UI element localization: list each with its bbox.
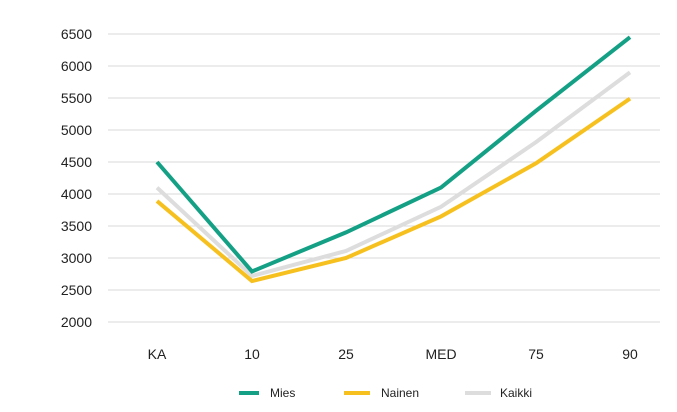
- y-tick-label: 2000: [61, 314, 92, 330]
- y-tick-label: 4000: [61, 186, 92, 202]
- legend-label-kaikki: Kaikki: [500, 386, 532, 400]
- x-tick-label: 75: [528, 346, 544, 362]
- x-tick-label: 90: [622, 346, 638, 362]
- x-tick-label: 25: [338, 346, 354, 362]
- y-tick-label: 2500: [61, 282, 92, 298]
- y-tick-label: 5500: [61, 90, 92, 106]
- y-tick-label: 6500: [61, 26, 92, 42]
- x-axis-tick-labels: KA 10 25 MED 75 90: [148, 346, 638, 362]
- series-lines: [155, 35, 632, 284]
- y-tick-label: 3500: [61, 218, 92, 234]
- x-tick-label: 10: [244, 346, 260, 362]
- legend: Mies Nainen Kaikki: [239, 386, 532, 400]
- y-tick-label: 6000: [61, 58, 92, 74]
- series-line-kaikki: [155, 70, 632, 279]
- y-tick-label: 4500: [61, 154, 92, 170]
- x-tick-label: MED: [425, 346, 456, 362]
- legend-label-mies: Mies: [270, 386, 295, 400]
- y-axis-tick-labels: 6500 6000 5500 5000 4500 4000 3500 3000 2500 2000: [61, 26, 92, 330]
- series-line-mies: [155, 35, 632, 274]
- y-tick-label: 5000: [61, 122, 92, 138]
- x-tick-label: KA: [148, 346, 167, 362]
- legend-label-nainen: Nainen: [381, 386, 419, 400]
- series-line-nainen: [155, 96, 632, 284]
- y-tick-label: 3000: [61, 250, 92, 266]
